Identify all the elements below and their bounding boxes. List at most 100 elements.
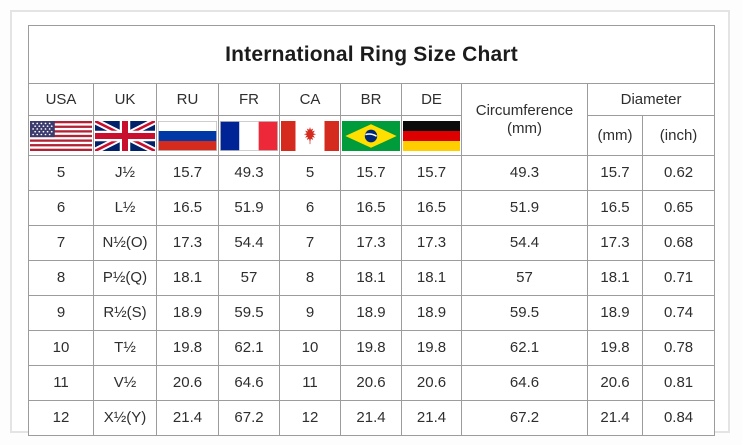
- table-cell: 11: [279, 365, 341, 401]
- table-cell: 7: [279, 225, 341, 261]
- table-row: 7 N½(O) 17.3 54.4 7 17.3 17.3 54.4 17.3 …: [28, 225, 716, 261]
- table-cell: 21.4: [587, 400, 643, 436]
- diameter-mm-subheader: (mm): [587, 115, 643, 156]
- table-cell: 17.3: [587, 225, 643, 261]
- table-cell: 15.7: [340, 155, 402, 191]
- uk-flag-cell: [93, 115, 157, 156]
- table-cell: 5: [28, 155, 94, 191]
- table-cell: 20.6: [156, 365, 219, 401]
- table-row: 11 V½ 20.6 64.6 11 20.6 20.6 64.6 20.6 0…: [28, 365, 716, 401]
- brazil-flag-icon: [342, 120, 400, 151]
- germany-flag-icon: [403, 120, 460, 151]
- column-header-circumference: Circumference (mm): [461, 83, 588, 156]
- table-cell: 16.5: [587, 190, 643, 226]
- circumference-label: Circumference: [475, 101, 574, 119]
- table-cell: 6: [279, 190, 341, 226]
- france-flag-cell: [218, 115, 280, 156]
- russia-flag-icon: [158, 120, 217, 151]
- flag-row: (mm) (inch): [28, 115, 716, 156]
- table-cell: 16.5: [401, 190, 462, 226]
- table-cell: 17.3: [156, 225, 219, 261]
- table-cell: 20.6: [587, 365, 643, 401]
- table-row: 10 T½ 19.8 62.1 10 19.8 19.8 62.1 19.8 0…: [28, 330, 716, 366]
- france-flag-icon: [220, 120, 278, 151]
- table-cell: 7: [28, 225, 94, 261]
- table-cell: 49.3: [461, 155, 588, 191]
- table-cell: 9: [28, 295, 94, 331]
- table-cell: X½(Y): [93, 400, 157, 436]
- table-cell: 12: [279, 400, 341, 436]
- table-row: 5 J½ 15.7 49.3 5 15.7 15.7 49.3 15.7 0.6…: [28, 155, 716, 191]
- table-row: 12 X½(Y) 21.4 67.2 12 21.4 21.4 67.2 21.…: [28, 400, 716, 436]
- table-cell: 9: [279, 295, 341, 331]
- table-cell: 19.8: [587, 330, 643, 366]
- table-cell: 57: [461, 260, 588, 296]
- table-cell: 64.6: [218, 365, 280, 401]
- table-cell: R½(S): [93, 295, 157, 331]
- usa-flag-icon: [30, 120, 92, 151]
- circumference-unit: (mm): [507, 119, 542, 137]
- table-cell: 16.5: [156, 190, 219, 226]
- russia-flag-cell: [156, 115, 219, 156]
- table-cell: 0.74: [641, 295, 716, 331]
- column-header-fr: FR: [218, 83, 280, 116]
- table-cell: J½: [93, 155, 157, 191]
- table-cell: 49.3: [218, 155, 280, 191]
- title-row: International Ring Size Chart: [27, 25, 716, 84]
- column-header-ru: RU: [156, 83, 219, 116]
- uk-flag-icon: [95, 120, 155, 151]
- table-cell: 8: [28, 260, 94, 296]
- table-cell: 18.9: [587, 295, 643, 331]
- table-cell: 54.4: [218, 225, 280, 261]
- table-cell: 5: [279, 155, 341, 191]
- germany-flag-cell: [401, 115, 462, 156]
- table-row: 6 L½ 16.5 51.9 6 16.5 16.5 51.9 16.5 0.6…: [28, 190, 716, 226]
- table-cell: 15.7: [156, 155, 219, 191]
- table-cell: 54.4: [461, 225, 588, 261]
- table-cell: 19.8: [340, 330, 402, 366]
- usa-flag-cell: [28, 115, 94, 156]
- table-cell: 51.9: [218, 190, 280, 226]
- table-cell: 0.78: [641, 330, 716, 366]
- table-cell: 10: [28, 330, 94, 366]
- table-cell: 0.81: [641, 365, 716, 401]
- diameter-inch-subheader: (inch): [641, 115, 716, 156]
- canada-flag-cell: [279, 115, 341, 156]
- table-cell: 10: [279, 330, 341, 366]
- table-cell: 21.4: [340, 400, 402, 436]
- table-cell: 51.9: [461, 190, 588, 226]
- table-cell: 21.4: [156, 400, 219, 436]
- table-cell: 18.9: [156, 295, 219, 331]
- table-cell: 18.9: [340, 295, 402, 331]
- table-cell: 64.6: [461, 365, 588, 401]
- table-cell: 0.65: [641, 190, 716, 226]
- table-cell: 6: [28, 190, 94, 226]
- table-cell: 67.2: [218, 400, 280, 436]
- table-cell: 0.84: [641, 400, 716, 436]
- table-cell: 18.1: [340, 260, 402, 296]
- table-cell: 18.1: [401, 260, 462, 296]
- table-cell: 19.8: [156, 330, 219, 366]
- table-cell: 62.1: [461, 330, 588, 366]
- table-cell: 20.6: [340, 365, 402, 401]
- table-cell: 19.8: [401, 330, 462, 366]
- table-cell: 17.3: [401, 225, 462, 261]
- table-cell: 21.4: [401, 400, 462, 436]
- column-header-de: DE: [401, 83, 462, 116]
- table-cell: 18.9: [401, 295, 462, 331]
- country-header-row: USA UK RU FR CA BR DE Circumference (mm)…: [28, 83, 716, 156]
- table-cell: 0.68: [641, 225, 716, 261]
- table-cell: 59.5: [218, 295, 280, 331]
- table-cell: 18.1: [587, 260, 643, 296]
- table-cell: 15.7: [401, 155, 462, 191]
- table-cell: 0.71: [641, 260, 716, 296]
- brazil-flag-cell: [340, 115, 402, 156]
- table-row: 9 R½(S) 18.9 59.5 9 18.9 18.9 59.5 18.9 …: [28, 295, 716, 331]
- table-cell: P½(Q): [93, 260, 157, 296]
- table-cell: V½: [93, 365, 157, 401]
- table-cell: 57: [218, 260, 280, 296]
- chart-title: International Ring Size Chart: [27, 25, 716, 84]
- table-cell: 12: [28, 400, 94, 436]
- table-cell: 15.7: [587, 155, 643, 191]
- table-row: 8 P½(Q) 18.1 57 8 18.1 18.1 57 18.1 0.71: [28, 260, 716, 296]
